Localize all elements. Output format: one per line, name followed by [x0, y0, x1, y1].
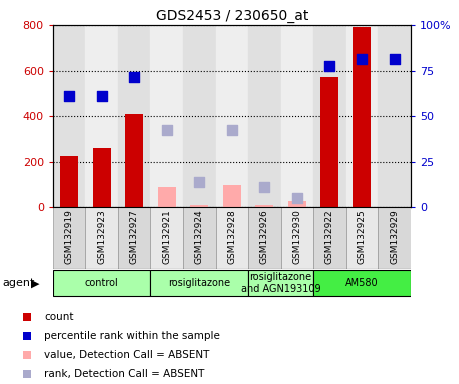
- Point: [228, 127, 235, 133]
- Text: GSM132929: GSM132929: [390, 209, 399, 264]
- Bar: [216, 25, 248, 207]
- Bar: [190, 205, 208, 207]
- Bar: [85, 207, 118, 269]
- Text: GSM132928: GSM132928: [227, 209, 236, 264]
- Bar: [53, 207, 85, 269]
- Text: percentile rank within the sample: percentile rank within the sample: [45, 331, 220, 341]
- Bar: [216, 207, 248, 269]
- Point: [23, 333, 30, 339]
- Title: GDS2453 / 230650_at: GDS2453 / 230650_at: [156, 8, 308, 23]
- Bar: [313, 25, 346, 207]
- Bar: [93, 148, 111, 207]
- Point: [358, 56, 366, 62]
- Text: AM580: AM580: [345, 278, 379, 288]
- Text: value, Detection Call = ABSENT: value, Detection Call = ABSENT: [45, 350, 210, 360]
- Point: [65, 93, 73, 99]
- Bar: [313, 270, 411, 296]
- Text: rosiglitazone: rosiglitazone: [168, 278, 230, 288]
- Point: [326, 63, 333, 69]
- Bar: [378, 207, 411, 269]
- Bar: [118, 25, 151, 207]
- Bar: [248, 25, 280, 207]
- Bar: [320, 78, 338, 207]
- Bar: [248, 207, 280, 269]
- Bar: [158, 187, 176, 207]
- Text: GSM132927: GSM132927: [129, 209, 139, 264]
- Bar: [346, 25, 378, 207]
- Text: ▶: ▶: [31, 278, 40, 288]
- Bar: [125, 114, 143, 207]
- Text: control: control: [85, 278, 118, 288]
- Bar: [248, 270, 313, 296]
- Text: rosiglitazone
and AGN193109: rosiglitazone and AGN193109: [241, 272, 320, 294]
- Text: GSM132926: GSM132926: [260, 209, 269, 264]
- Text: GSM132921: GSM132921: [162, 209, 171, 264]
- Bar: [378, 25, 411, 207]
- Bar: [183, 25, 216, 207]
- Bar: [151, 25, 183, 207]
- Text: count: count: [45, 312, 74, 322]
- Bar: [53, 270, 151, 296]
- Bar: [151, 207, 183, 269]
- Bar: [280, 207, 313, 269]
- Bar: [60, 156, 78, 207]
- Point: [23, 314, 30, 320]
- Text: GSM132924: GSM132924: [195, 209, 204, 264]
- Bar: [223, 185, 241, 207]
- Text: GSM132923: GSM132923: [97, 209, 106, 264]
- Point: [391, 56, 398, 62]
- Point: [130, 74, 138, 81]
- Bar: [255, 205, 273, 207]
- Text: GSM132925: GSM132925: [358, 209, 366, 264]
- Bar: [346, 207, 378, 269]
- Point: [23, 352, 30, 358]
- Bar: [183, 207, 216, 269]
- Point: [261, 184, 268, 190]
- Point: [23, 371, 30, 377]
- Bar: [151, 270, 248, 296]
- Bar: [53, 25, 85, 207]
- Text: GSM132919: GSM132919: [65, 209, 73, 264]
- Text: GSM132922: GSM132922: [325, 209, 334, 264]
- Bar: [118, 207, 151, 269]
- Point: [98, 93, 105, 99]
- Bar: [313, 207, 346, 269]
- Bar: [288, 200, 306, 207]
- Point: [163, 127, 170, 133]
- Text: agent: agent: [2, 278, 35, 288]
- Bar: [280, 25, 313, 207]
- Point: [196, 179, 203, 185]
- Point: [293, 195, 301, 201]
- Text: rank, Detection Call = ABSENT: rank, Detection Call = ABSENT: [45, 369, 205, 379]
- Bar: [85, 25, 118, 207]
- Bar: [353, 27, 371, 207]
- Text: GSM132930: GSM132930: [292, 209, 302, 264]
